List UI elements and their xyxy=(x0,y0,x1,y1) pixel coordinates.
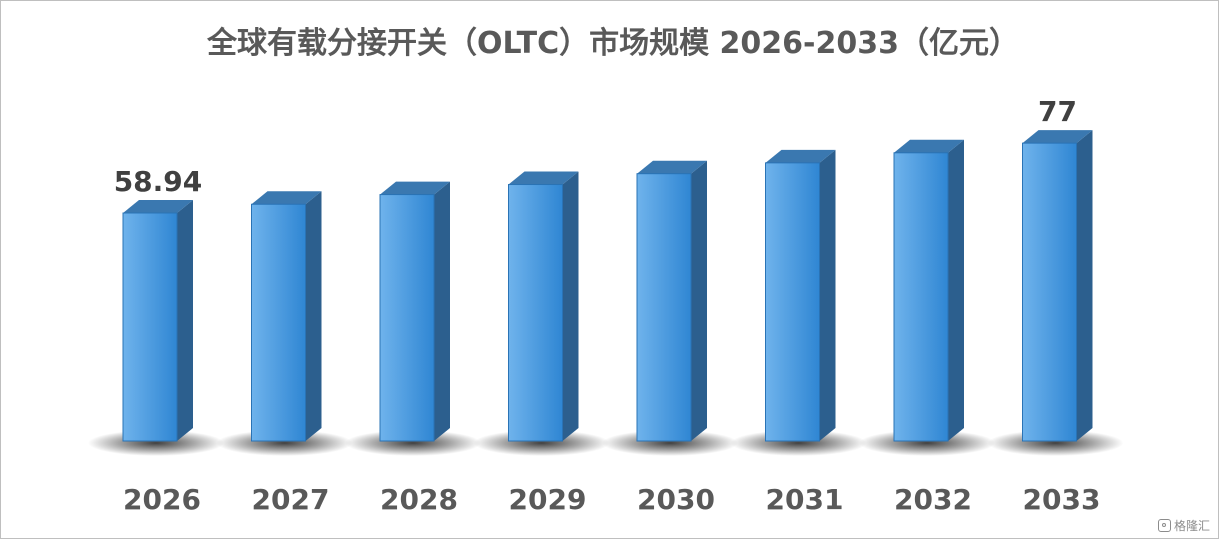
bar-shadow xyxy=(987,430,1124,456)
chart-title: 全球有载分接开关（OLTC）市场规模 2026-2033（亿元） xyxy=(206,26,1019,61)
bar-front xyxy=(1022,142,1077,442)
gelonghui-logo-icon xyxy=(1157,519,1171,532)
x-tick-label: 2030 xyxy=(637,483,715,516)
bar xyxy=(1022,130,1093,442)
bar-top xyxy=(637,160,707,174)
bar xyxy=(251,191,322,442)
data-label: 77 xyxy=(1038,95,1077,128)
bar-top xyxy=(765,149,836,163)
bar-side xyxy=(305,191,322,441)
bar-top xyxy=(123,200,193,213)
bar xyxy=(636,160,707,442)
bar xyxy=(122,200,193,442)
bar-front xyxy=(122,212,178,442)
bar-front xyxy=(251,203,306,442)
bar-side xyxy=(434,181,450,441)
watermark: 格隆汇 xyxy=(1157,517,1210,534)
bar-front xyxy=(893,152,949,442)
x-tick-label: 2033 xyxy=(1023,483,1101,516)
bar-shadow xyxy=(859,430,995,456)
bar-front xyxy=(765,162,820,442)
bar-side xyxy=(819,149,836,441)
bar-side xyxy=(177,200,193,441)
bar xyxy=(765,149,836,442)
watermark-text: 格隆汇 xyxy=(1173,519,1210,533)
bar-shadow xyxy=(88,430,224,456)
x-axis-ticks: 2026 2027 2028 2029 2030 2031 2032 2033 xyxy=(123,483,1100,516)
bar-front xyxy=(508,184,563,442)
x-tick-label: 2026 xyxy=(123,483,201,516)
bar-side xyxy=(948,139,964,441)
bar-shadow xyxy=(602,430,738,456)
x-tick-label: 2029 xyxy=(509,483,587,516)
bar-top xyxy=(380,181,450,195)
bars-group xyxy=(122,130,1093,442)
bar-shadow xyxy=(473,430,610,456)
bar-shadow xyxy=(345,430,481,456)
bar-top xyxy=(251,191,322,205)
bar-top xyxy=(1022,130,1093,144)
bar-shadow xyxy=(730,430,867,456)
bar-side xyxy=(1076,130,1093,442)
data-label: 58.94 xyxy=(114,165,203,198)
bar-top xyxy=(508,171,579,185)
bar xyxy=(893,139,964,442)
bar xyxy=(508,171,579,442)
bar-top xyxy=(894,139,964,153)
bar xyxy=(379,181,450,442)
x-tick-label: 2032 xyxy=(894,483,972,516)
bar-side xyxy=(691,160,707,441)
data-labels-group: 58.94 77 xyxy=(114,95,1077,198)
bar-front xyxy=(636,173,692,442)
bar-side xyxy=(562,171,579,442)
x-tick-label: 2031 xyxy=(766,483,844,516)
x-tick-label: 2027 xyxy=(252,483,330,516)
x-tick-label: 2028 xyxy=(380,483,458,516)
floor-shadows xyxy=(88,430,1124,456)
bar-front xyxy=(379,194,435,442)
bar-shadow xyxy=(216,430,353,456)
